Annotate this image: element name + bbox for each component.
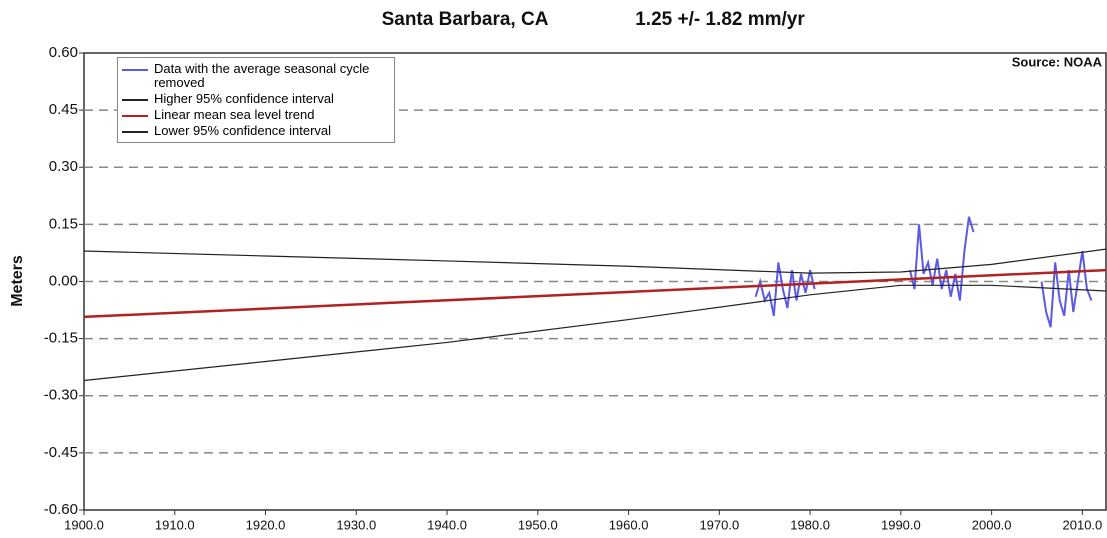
y-tick-label: 0.45 bbox=[49, 101, 78, 118]
series-line bbox=[83, 268, 1107, 319]
x-tick-label: 1900.0 bbox=[64, 517, 104, 532]
legend-entry: Lower 95% confidence interval bbox=[122, 124, 390, 138]
chart-title: Santa Barbara, CA bbox=[382, 9, 549, 30]
legend-swatch bbox=[122, 115, 148, 117]
legend-entry: Data with the average seasonal cycle rem… bbox=[122, 62, 390, 90]
legend-label: Lower 95% confidence interval bbox=[154, 123, 332, 138]
x-tick-label: 1990.0 bbox=[881, 517, 921, 532]
x-tick-label: 1950.0 bbox=[518, 517, 558, 532]
y-tick-label: 0.30 bbox=[49, 158, 78, 175]
x-tick-label: 1930.0 bbox=[336, 517, 376, 532]
legend-label: Linear mean sea level trend bbox=[154, 107, 315, 122]
x-tick-label: 1920.0 bbox=[246, 517, 286, 532]
source-annotation: Source: NOAA bbox=[1012, 54, 1103, 69]
series-line bbox=[83, 284, 1107, 382]
legend-swatch bbox=[122, 69, 148, 71]
legend-swatch bbox=[122, 131, 148, 133]
y-tick-label: -0.45 bbox=[44, 444, 78, 461]
legend: Data with the average seasonal cycle rem… bbox=[117, 57, 395, 143]
y-tick-label: 0.60 bbox=[49, 44, 78, 61]
y-tick-label: -0.60 bbox=[44, 501, 78, 518]
y-tick-label: -0.15 bbox=[44, 330, 78, 347]
y-tick-label: 0.00 bbox=[49, 272, 78, 289]
x-tick-label: 1910.0 bbox=[155, 517, 195, 532]
chart-subtitle: 1.25 +/- 1.82 mm/yr bbox=[635, 9, 805, 30]
series-line bbox=[83, 248, 1107, 274]
x-tick-label: 1940.0 bbox=[427, 517, 467, 532]
y-tick-label: -0.30 bbox=[44, 387, 78, 404]
x-tick-label: 1960.0 bbox=[609, 517, 649, 532]
legend-label: Data with the average seasonal cycle rem… bbox=[154, 61, 370, 90]
x-tick-label: 1970.0 bbox=[699, 517, 739, 532]
y-tick-label: 0.15 bbox=[49, 215, 78, 232]
x-tick-label: 2000.0 bbox=[972, 517, 1012, 532]
legend-label: Higher 95% confidence interval bbox=[154, 91, 334, 106]
y-axis-label: Meters bbox=[9, 255, 26, 307]
legend-swatch bbox=[122, 99, 148, 101]
legend-entry: Higher 95% confidence interval bbox=[122, 92, 390, 106]
x-tick-label: 1980.0 bbox=[790, 517, 830, 532]
x-tick-label: 2010.0 bbox=[1063, 517, 1103, 532]
legend-entry: Linear mean sea level trend bbox=[122, 108, 390, 122]
